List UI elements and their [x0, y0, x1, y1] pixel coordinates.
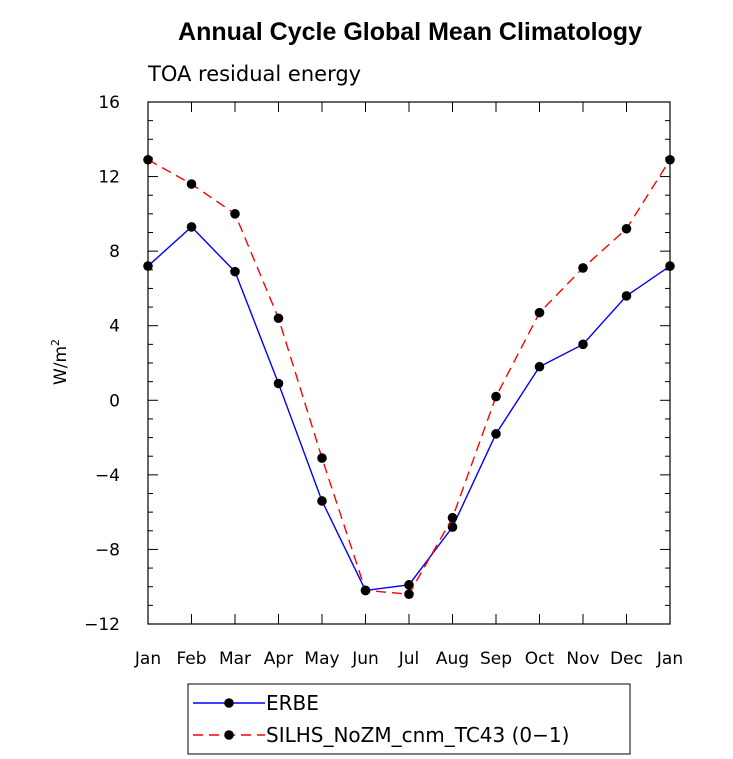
x-tick-label: Feb — [176, 649, 206, 669]
chart-subtitle: TOA residual energy — [147, 62, 361, 86]
series-line — [147, 225, 671, 592]
data-point — [665, 261, 675, 271]
x-axis-labels: Jan Feb Mar Apr May Jun Jul Aug Sep Oct Nov Dec Jan — [134, 649, 683, 669]
chart-title: Annual Cycle Global Mean Climatology — [178, 18, 642, 46]
x-tick-label: Sep — [480, 649, 512, 669]
x-tick-label: Aug — [436, 649, 469, 669]
data-point — [317, 496, 327, 506]
y-tick-label: −8 — [95, 540, 120, 560]
data-point — [230, 209, 240, 219]
x-tick-label: Nov — [566, 649, 599, 669]
legend-label: ERBE — [266, 691, 319, 715]
legend-marker — [224, 698, 234, 708]
x-tick-label: Jul — [398, 649, 420, 669]
x-tick-label: Apr — [264, 649, 293, 669]
y-tick-label: 4 — [109, 317, 120, 337]
x-tick-label: Jun — [351, 649, 379, 669]
plot-frame — [147, 101, 671, 625]
y-tick-label: −4 — [95, 466, 120, 486]
data-point — [621, 223, 632, 234]
x-tick-label: Mar — [219, 649, 251, 669]
y-tick-label: 12 — [98, 168, 120, 188]
data-point — [578, 263, 588, 273]
series-line — [147, 159, 671, 595]
data-point — [404, 580, 414, 590]
axis-ticks — [147, 101, 671, 625]
data-point — [534, 361, 545, 372]
y-tick-label: −12 — [84, 615, 120, 635]
data-point — [665, 154, 675, 165]
data-point — [143, 261, 153, 271]
data-point — [273, 313, 284, 324]
y-axis-label-text: W/m — [51, 346, 71, 385]
y-tick-label: 8 — [109, 242, 120, 262]
legend-label: SILHS_NoZM_cnm_TC43 (0−1) — [266, 723, 569, 747]
y-axis-label-superscript: 2 — [49, 339, 62, 346]
x-tick-label: Oct — [525, 649, 555, 669]
series-2 — [143, 154, 675, 599]
data-point — [230, 266, 240, 277]
data-point — [447, 522, 458, 532]
x-tick-label: Jan — [656, 649, 683, 669]
data-point — [273, 378, 284, 389]
x-tick-label: May — [304, 649, 339, 669]
data-point — [143, 154, 153, 165]
data-point — [186, 179, 197, 189]
y-axis-label: W/m2 — [49, 339, 71, 385]
y-tick-label: 16 — [98, 93, 120, 113]
y-axis-labels: −12 −8 −4 0 4 8 12 16 — [84, 93, 120, 635]
x-tick-label: Dec — [610, 649, 643, 669]
data-point — [317, 453, 327, 463]
y-tick-label: 0 — [109, 391, 120, 411]
data-point — [404, 589, 414, 599]
legend-marker — [224, 730, 234, 740]
data-point — [578, 339, 588, 350]
data-point — [447, 512, 458, 523]
x-tick-label: Jan — [134, 649, 161, 669]
data-point — [621, 291, 632, 301]
data-point — [534, 307, 545, 318]
legend: ERBE SILHS_NoZM_cnm_TC43 (0−1) — [187, 683, 631, 755]
data-point — [186, 222, 197, 232]
data-point — [491, 391, 501, 402]
data-point — [360, 585, 371, 596]
series-1 — [143, 222, 675, 596]
plot-area — [147, 101, 671, 625]
legend-box — [187, 683, 631, 755]
series-layer — [143, 154, 675, 599]
data-point — [491, 429, 501, 439]
